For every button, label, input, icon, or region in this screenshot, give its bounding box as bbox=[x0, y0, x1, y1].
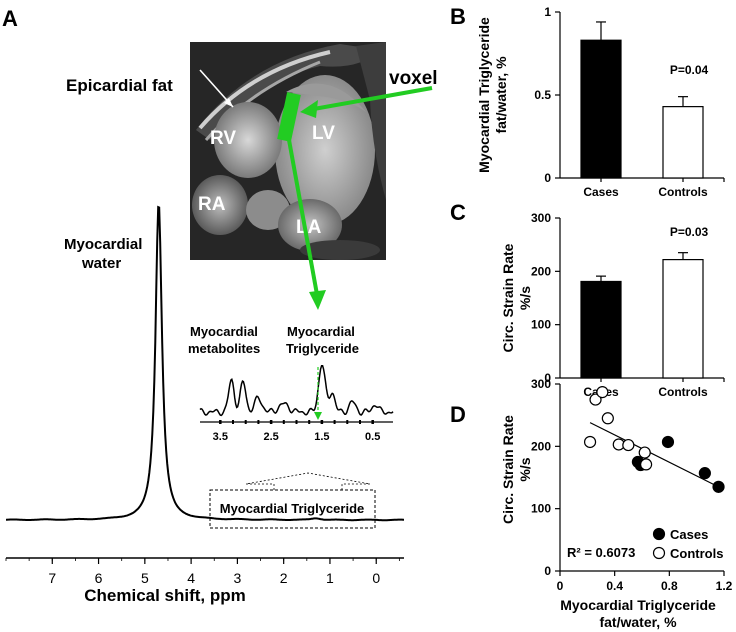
x-tick-label: 1.2 bbox=[716, 579, 733, 593]
metabolites-label: Myocardial bbox=[190, 324, 258, 339]
y-tick-label: 300 bbox=[531, 377, 551, 391]
x-tick-label: Cases bbox=[583, 185, 619, 199]
point-controls bbox=[601, 412, 614, 425]
inset-triglyceride-label: Myocardial bbox=[287, 324, 355, 339]
panel-d-scatter-plot: 0 100 200 300 0 0.4 0.8 1.2 R² = 0.6073 Cases Cont… bbox=[500, 377, 733, 630]
spectrum-x-tick-label: 1 bbox=[326, 570, 334, 586]
panel-label-b: B bbox=[450, 4, 466, 29]
point-controls bbox=[583, 435, 597, 449]
triglyceride-box bbox=[209, 489, 376, 529]
epicardial-fat-label: Epicardial fat bbox=[66, 76, 173, 95]
y-tick-label: 200 bbox=[531, 264, 551, 278]
panel-label-d: D bbox=[450, 402, 466, 427]
water-peak-label-line2: water bbox=[81, 255, 121, 272]
x-tick-label: Controls bbox=[658, 185, 708, 199]
spectrum-x-tick-label: 5 bbox=[141, 570, 149, 586]
panel-label-c: C bbox=[450, 200, 466, 225]
trend-line bbox=[589, 422, 719, 488]
y-axis-label: Circ. Strain Rate bbox=[500, 243, 516, 352]
point-controls bbox=[589, 393, 602, 406]
panel-label-a: A bbox=[2, 6, 18, 31]
y-axis-label: Myocardial Triglyceride bbox=[476, 17, 492, 173]
y-axis-label-line2: %/s bbox=[517, 286, 533, 310]
mri-label-ra: RA bbox=[198, 194, 226, 215]
x-tick-label: 0 bbox=[557, 579, 564, 593]
inset-x-tick-label: 2.5 bbox=[263, 431, 278, 443]
y-axis-label: Circ. Strain Rate bbox=[500, 415, 516, 524]
y-axis-label-line2: fat/water, % bbox=[493, 56, 509, 134]
y-tick-label: 300 bbox=[531, 211, 551, 225]
y-tick-label: 1 bbox=[544, 5, 551, 19]
x-axis-label: Myocardial Triglyceride bbox=[560, 597, 716, 613]
water-peak-label: Myocardial bbox=[64, 236, 142, 253]
zoom-arrow bbox=[245, 472, 371, 490]
point-controls bbox=[638, 446, 651, 459]
bar-controls bbox=[662, 106, 704, 179]
bar-controls bbox=[662, 259, 704, 379]
spectrum-x-tick-label: 2 bbox=[280, 570, 288, 586]
x-axis-label-line2: fat/water, % bbox=[599, 614, 677, 630]
y-tick-label: 0.5 bbox=[534, 88, 551, 102]
p-value-annotation: P=0.04 bbox=[670, 63, 709, 77]
point-controls bbox=[639, 458, 653, 471]
x-tick-label: 0.4 bbox=[606, 579, 623, 593]
legend-marker-cases bbox=[652, 527, 666, 541]
y-tick-label: 100 bbox=[531, 502, 551, 516]
spectrum-x-axis-label: Chemical shift, ppm bbox=[84, 586, 246, 605]
legend-marker-controls bbox=[652, 546, 666, 560]
inset-spectrum: 3.5 2.5 1.5 0.5 bbox=[199, 364, 394, 443]
triglyceride-box-label: Myocardial Triglyceride bbox=[220, 501, 365, 516]
x-tick-label: Controls bbox=[658, 385, 708, 399]
point-controls bbox=[622, 438, 635, 452]
spectrum-x-tick-label: 3 bbox=[233, 570, 241, 586]
spectrum-x-tick-label: 0 bbox=[372, 570, 380, 586]
inset-x-tick-label: 0.5 bbox=[365, 431, 380, 443]
legend-label-controls: Controls bbox=[670, 546, 723, 561]
y-tick-label: 0 bbox=[544, 564, 551, 578]
p-value-annotation: P=0.03 bbox=[670, 225, 709, 239]
legend-label-cases: Cases bbox=[670, 527, 708, 542]
x-tick-label: 0.8 bbox=[661, 579, 678, 593]
panel-b-bar-chart: 0 0.5 1 Cases Controls P=0.04 Myocardial Trigl… bbox=[476, 5, 725, 199]
metabolites-label-line2: metabolites bbox=[188, 341, 260, 356]
point-cases bbox=[661, 435, 675, 449]
point-cases bbox=[712, 480, 725, 493]
r-squared-label: R² = 0.6073 bbox=[567, 545, 635, 560]
point-controls bbox=[596, 386, 609, 399]
y-tick-label: 0 bbox=[544, 371, 551, 385]
y-axis-label-line2: %/s bbox=[517, 457, 533, 481]
y-tick-label: 200 bbox=[531, 439, 551, 453]
spectrum-x-tick-label: 6 bbox=[95, 570, 103, 586]
mri-label-rv: RV bbox=[210, 128, 236, 149]
mri-label-lv: LV bbox=[312, 123, 335, 144]
y-tick-label: 0 bbox=[544, 171, 551, 185]
inset-triglyceride-label-line2: Triglyceride bbox=[286, 341, 359, 356]
mri-image bbox=[190, 42, 386, 260]
point-cases bbox=[698, 467, 711, 480]
bar-cases bbox=[580, 39, 622, 179]
y-tick-label: 100 bbox=[531, 318, 551, 332]
inset-x-tick-label: 1.5 bbox=[314, 431, 329, 443]
voxel-label: voxel bbox=[389, 68, 438, 89]
mri-label-la: LA bbox=[296, 217, 322, 238]
spectrum-x-tick-label: 4 bbox=[187, 570, 195, 586]
bar-cases bbox=[580, 280, 622, 379]
inset-x-tick-label: 3.5 bbox=[213, 431, 228, 443]
spectrum-plot: 7 6 5 4 3 2 1 0 bbox=[5, 205, 404, 586]
voxel-marker bbox=[277, 86, 433, 310]
spectrum-x-tick-label: 7 bbox=[48, 570, 56, 586]
